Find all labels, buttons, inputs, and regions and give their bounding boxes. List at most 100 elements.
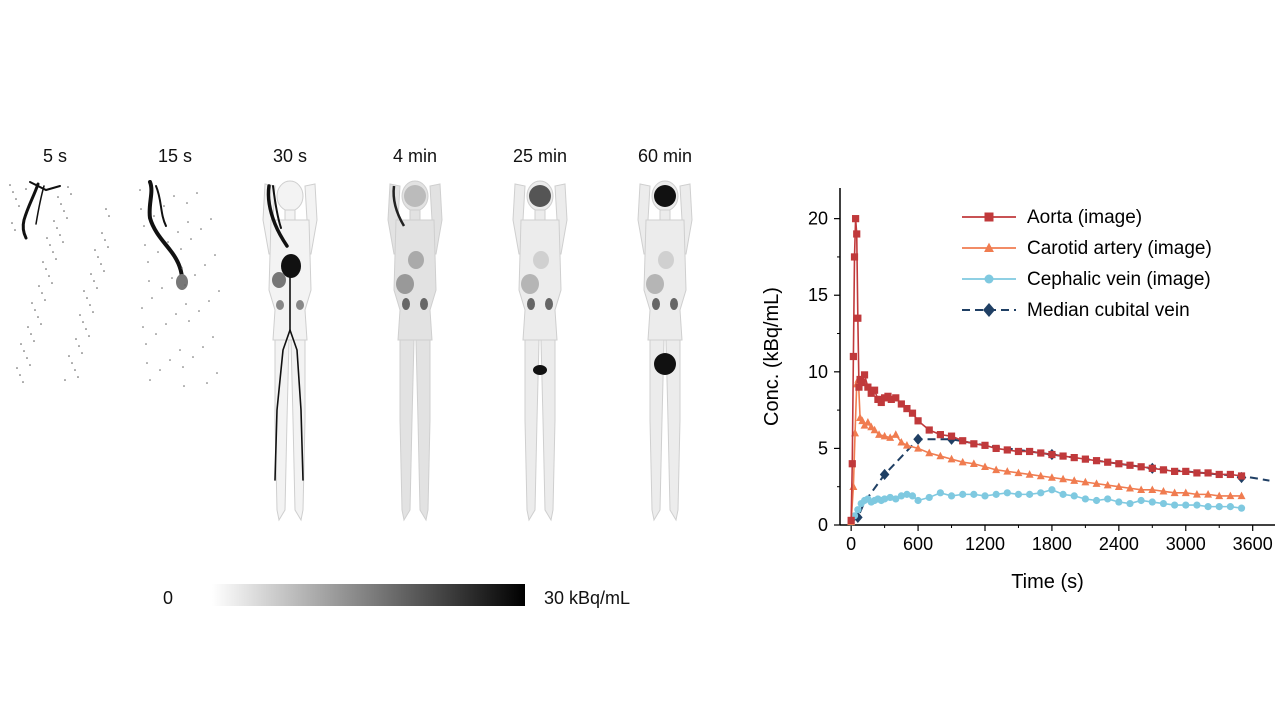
data-point <box>1059 452 1067 460</box>
data-point <box>880 431 889 440</box>
data-point <box>959 437 967 445</box>
data-point <box>936 431 944 439</box>
pet-body-image <box>262 180 318 522</box>
data-point <box>1159 486 1168 495</box>
data-point <box>1204 490 1213 498</box>
data-point <box>1081 455 1089 463</box>
data-point <box>1003 489 1011 497</box>
data-point <box>1025 470 1034 478</box>
data-point <box>870 386 879 394</box>
y-tick-label: 0 <box>818 515 828 535</box>
data-point <box>970 440 978 448</box>
data-point <box>1070 492 1078 500</box>
x-tick-label: 600 <box>903 534 933 554</box>
data-point <box>858 378 866 387</box>
data-point <box>886 433 895 441</box>
data-point <box>892 495 900 503</box>
data-point <box>875 430 883 438</box>
data-point <box>1081 495 1089 503</box>
y-tick-label: 15 <box>808 285 828 305</box>
data-point <box>1204 469 1212 477</box>
data-point <box>1059 490 1067 498</box>
data-point <box>881 495 889 503</box>
data-point <box>1014 468 1023 477</box>
data-point <box>852 215 860 223</box>
data-point <box>908 492 917 500</box>
data-point <box>958 457 967 466</box>
data-point <box>1048 450 1056 459</box>
data-point <box>1237 472 1246 480</box>
data-point <box>1037 489 1045 497</box>
data-point <box>864 383 872 391</box>
data-point <box>1081 477 1090 486</box>
data-point <box>903 490 911 498</box>
data-point <box>1036 471 1045 480</box>
data-point <box>853 230 861 238</box>
y-tick-label: 20 <box>808 209 828 229</box>
data-point <box>925 448 934 457</box>
data-point <box>1237 504 1246 512</box>
data-point <box>984 274 994 284</box>
data-point <box>983 303 995 317</box>
data-point <box>1070 476 1079 484</box>
colorbar-min-label: 0 <box>163 588 174 608</box>
data-point <box>1215 491 1224 500</box>
legend-label: Aorta (image) <box>1027 207 1142 228</box>
data-point <box>860 371 869 379</box>
x-tick-label: 1800 <box>1032 534 1072 554</box>
data-point <box>1171 467 1179 475</box>
x-tick-label: 2400 <box>1099 534 1139 554</box>
legend-label: Carotid artery (image) <box>1027 238 1212 259</box>
pet-body-image <box>387 180 443 522</box>
data-point <box>1092 457 1101 465</box>
data-point <box>891 430 900 438</box>
data-point <box>1148 464 1156 472</box>
data-point <box>992 490 1000 498</box>
y-tick-label: 5 <box>818 438 828 458</box>
data-point <box>936 451 945 460</box>
data-point <box>1047 473 1056 481</box>
data-point <box>984 212 994 222</box>
pet-frame: 15 s <box>120 140 230 580</box>
data-point <box>1115 460 1123 468</box>
data-point <box>959 490 967 498</box>
x-tick-label: 3000 <box>1166 534 1206 554</box>
data-point <box>914 417 922 425</box>
data-point <box>947 454 956 463</box>
series-group <box>847 215 1246 525</box>
data-point <box>855 383 863 391</box>
data-point <box>886 493 894 502</box>
data-point <box>1092 496 1101 505</box>
data-point <box>1159 466 1168 474</box>
data-point <box>992 444 1000 453</box>
data-point <box>870 425 879 434</box>
data-point <box>1126 499 1134 508</box>
concentration-chart: 0 600 1200 1800 2400 3000 3600 0 5 10 15 20 Time (s)… <box>761 188 1275 593</box>
data-point <box>1137 496 1145 505</box>
data-point <box>1148 498 1156 506</box>
data-point <box>1014 490 1023 498</box>
data-point <box>936 489 944 497</box>
data-point <box>1182 501 1190 509</box>
data-point <box>892 394 900 402</box>
legend-label: Cephalic vein (image) <box>1027 269 1211 290</box>
data-point <box>1070 454 1078 462</box>
data-point <box>1181 488 1190 497</box>
colorbar <box>212 584 525 606</box>
data-point <box>1126 461 1134 469</box>
data-point <box>970 490 978 498</box>
data-point <box>903 404 911 413</box>
data-point <box>847 516 855 525</box>
data-point <box>913 433 923 445</box>
data-point <box>908 409 917 417</box>
data-point <box>1159 499 1168 508</box>
data-point <box>1237 491 1246 500</box>
data-point <box>1104 458 1112 466</box>
data-point <box>897 492 905 500</box>
data-point <box>1137 463 1145 471</box>
data-point <box>1126 483 1134 492</box>
frame-time-label: 4 min <box>392 146 437 166</box>
data-point <box>1104 495 1112 503</box>
x-tick-label: 0 <box>846 534 856 554</box>
data-point <box>853 511 863 523</box>
